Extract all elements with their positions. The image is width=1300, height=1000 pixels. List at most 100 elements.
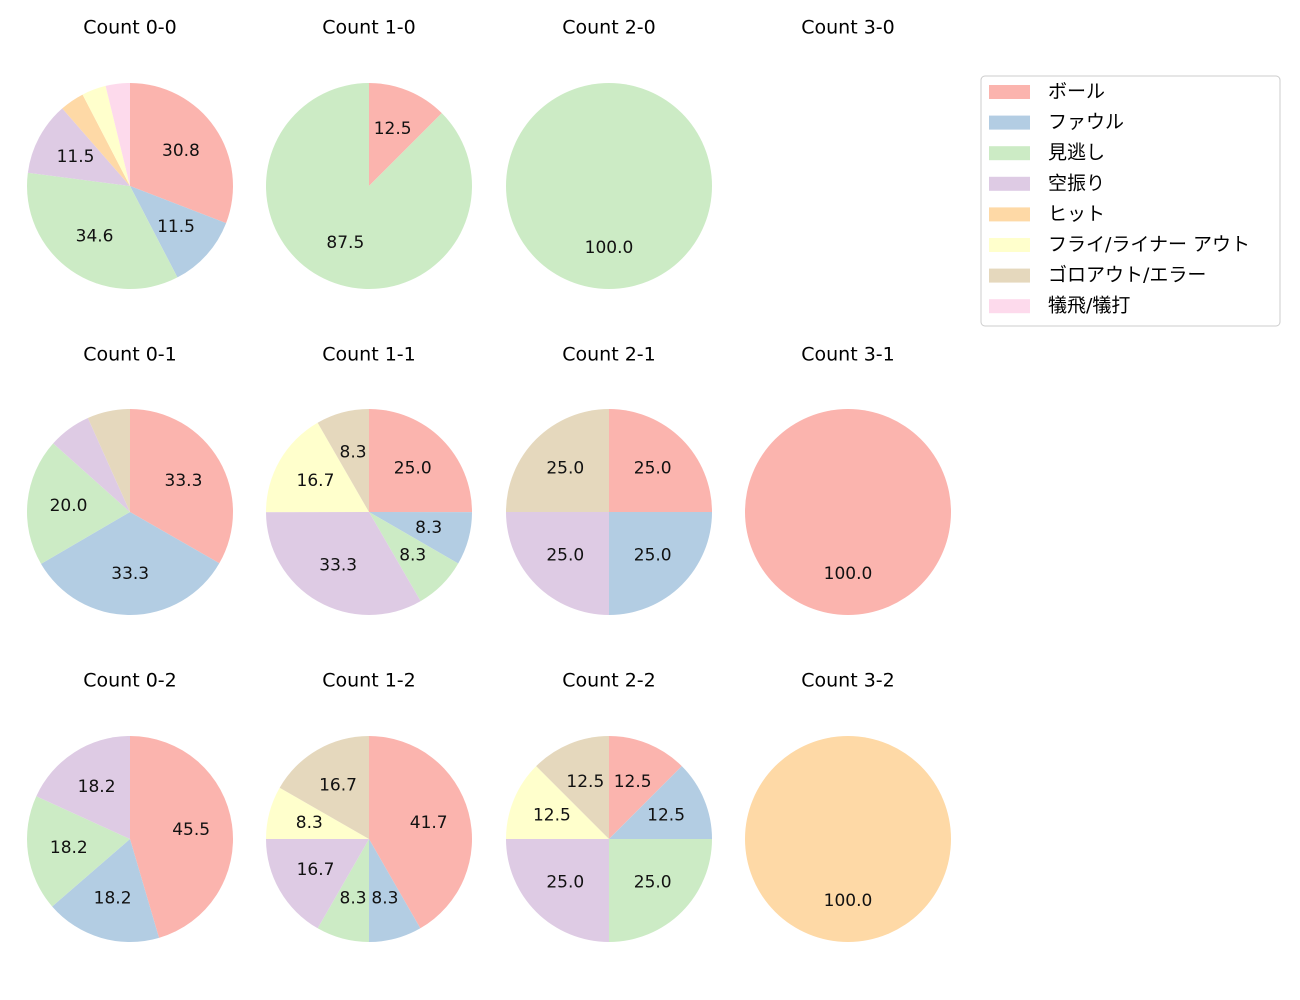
pie-1: Count 0-0 30.8 11.5 34.6 11.5 xyxy=(27,17,233,289)
slice-value-label: 8.3 xyxy=(340,889,367,909)
pie-10: Count 1-241.78.38.316.78.316.7 xyxy=(266,670,472,942)
pie-title: Count 1-1 xyxy=(322,344,416,366)
pie-slice xyxy=(506,83,712,289)
pie-charts: Count 0-0 30.8 11.5 34.6 11.5 Count 1-0 12.5 87… xyxy=(27,17,951,943)
pie-slice xyxy=(506,512,609,615)
legend-item: ファウル xyxy=(989,111,1124,133)
pie-slice xyxy=(317,839,369,942)
pie-5: Count 0-1 33.3 33.3 20.0 xyxy=(27,344,233,615)
slice-value-label: 8.3 xyxy=(415,518,442,538)
pie-slice xyxy=(27,172,178,289)
slice-value-label: 12.5 xyxy=(647,805,685,825)
slice-value-label: 25.0 xyxy=(634,458,672,478)
pie-slice xyxy=(130,186,227,278)
pie-slice xyxy=(105,82,130,186)
legend-swatch xyxy=(989,85,1030,99)
slice-value-label: 12.5 xyxy=(614,772,652,792)
slice-value-label: 12.5 xyxy=(374,119,412,139)
pie-slice xyxy=(41,512,220,615)
slice-value-label: 33.3 xyxy=(111,564,149,584)
slice-value-label: 20.0 xyxy=(50,496,88,516)
pie-slice xyxy=(369,512,459,602)
legend-frame xyxy=(980,75,1281,327)
pie-title: Count 0-2 xyxy=(83,670,177,692)
legend-swatch xyxy=(989,176,1030,191)
pie-slice xyxy=(265,422,369,513)
pie-9: Count 0-2 45.5 18.2 18.2 18.2 xyxy=(27,670,234,943)
pie-slice xyxy=(369,83,442,186)
pie-slice xyxy=(609,512,712,615)
pie-11: Count 2-2 12.5 12.5 25.0 25.0 12.5 12.5 xyxy=(506,670,712,942)
pie-slice xyxy=(130,409,233,564)
pie-slice xyxy=(506,409,609,512)
slice-value-label: 16.7 xyxy=(319,776,357,796)
pie-title: Count 3-0 xyxy=(801,17,895,39)
pie-slice xyxy=(36,736,131,839)
pie-2: Count 1-0 12.5 87.5 xyxy=(265,17,472,289)
legend-swatch xyxy=(989,268,1030,283)
pie-slice xyxy=(62,94,131,186)
slice-value-label: 25.0 xyxy=(546,546,584,566)
pie-slice xyxy=(279,736,369,839)
slice-value-label: 8.3 xyxy=(296,813,323,833)
slice-value-label: 12.5 xyxy=(533,805,571,825)
legend-item: ヒット xyxy=(989,203,1105,225)
pie-slice xyxy=(609,766,712,839)
pie-slice xyxy=(609,839,712,942)
pie-slice xyxy=(369,512,472,564)
pie-7: Count 2-1 25.0 25.0 25.0 25.0 xyxy=(506,344,712,615)
pie-title: Count 0-1 xyxy=(83,344,177,366)
pie-title: Count 2-2 xyxy=(562,670,656,692)
legend-swatch xyxy=(989,115,1030,130)
legend-swatch xyxy=(989,299,1030,314)
legend-item: フライ/ライナー アウト xyxy=(989,234,1250,256)
slice-value-label: 33.3 xyxy=(319,556,357,576)
slice-value-label: 25.0 xyxy=(546,458,584,478)
legend-item: ゴロアウト/エラー xyxy=(989,264,1206,286)
legend-item: 見逃し xyxy=(989,142,1105,164)
pie-8: Count 3-1 100.0 xyxy=(745,344,951,615)
legend-label: ファウル xyxy=(1048,111,1124,133)
legend-item: 空振り xyxy=(989,172,1105,194)
slice-value-label: 18.2 xyxy=(94,888,132,908)
pie-slice xyxy=(317,409,369,512)
slice-value-label: 33.3 xyxy=(165,471,203,491)
pie-title: Count 3-1 xyxy=(801,344,895,366)
slice-value-label: 11.5 xyxy=(57,147,95,167)
slice-value-label: 18.2 xyxy=(50,838,88,858)
legend-label: 見逃し xyxy=(1048,142,1105,164)
pie-4: Count 3-0 xyxy=(801,17,895,39)
slice-value-label: 45.5 xyxy=(172,820,210,840)
pie-slice xyxy=(745,409,951,615)
slice-value-label: 25.0 xyxy=(546,873,584,893)
pie-slice xyxy=(266,512,421,616)
legend-label: ボール xyxy=(1048,81,1105,103)
slice-value-label: 25.0 xyxy=(634,873,672,893)
pie-slice xyxy=(536,736,609,839)
pie-title: Count 3-2 xyxy=(801,670,895,692)
pie-title: Count 1-0 xyxy=(322,17,416,39)
pie-title: Count 2-1 xyxy=(562,344,656,366)
pie-3: Count 2-0 100.0 xyxy=(506,17,712,289)
slice-value-label: 8.3 xyxy=(399,546,426,566)
slice-value-label: 11.5 xyxy=(157,217,195,237)
legend-label: 犠飛/犠打 xyxy=(1048,295,1130,317)
pie-slice xyxy=(609,736,682,839)
slice-value-label: 30.8 xyxy=(162,141,200,161)
pie-title: Count 2-0 xyxy=(562,17,656,39)
pie-slice xyxy=(506,766,609,839)
legend-swatch xyxy=(989,238,1030,252)
slice-value-label: 8.3 xyxy=(340,442,367,462)
legend-swatch xyxy=(989,207,1030,222)
slice-value-label: 41.7 xyxy=(410,813,448,833)
pie-12: Count 3-2 100.0 xyxy=(745,670,951,942)
legend-label: 空振り xyxy=(1048,172,1105,194)
pie-slice xyxy=(265,83,472,289)
legend-item: ボール xyxy=(989,81,1105,103)
pie-slice xyxy=(266,787,369,839)
legend-label: ヒット xyxy=(1048,203,1105,225)
legend-item: 犠飛/犠打 xyxy=(989,295,1130,317)
pie-slice xyxy=(130,83,233,224)
slice-value-label: 100.0 xyxy=(585,238,634,258)
